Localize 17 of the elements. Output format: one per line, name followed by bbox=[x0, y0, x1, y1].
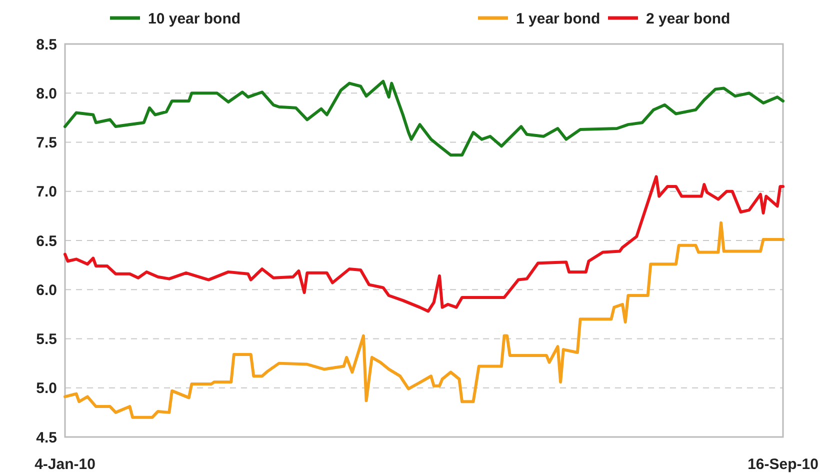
y-tick-label: 6.5 bbox=[36, 232, 57, 250]
x-tick-label: 16-Sep-10 bbox=[748, 456, 818, 473]
line-series bbox=[64, 80, 784, 157]
y-tick-label: 7.0 bbox=[36, 184, 57, 201]
y-tick-label: 4.5 bbox=[36, 429, 57, 446]
legend-label: 10 year bond bbox=[148, 10, 241, 28]
legend-label: 1 year bond bbox=[516, 10, 600, 28]
line-series bbox=[64, 221, 784, 419]
y-tick-label: 8.0 bbox=[36, 85, 57, 102]
legend-label: 2 year bond bbox=[646, 10, 730, 28]
y-tick-label: 6.0 bbox=[36, 282, 57, 299]
x-tick-label: 4-Jan-10 bbox=[34, 456, 96, 473]
y-tick-label: 5.5 bbox=[36, 331, 57, 348]
y-tick-label: 7.5 bbox=[36, 134, 57, 152]
line-series bbox=[64, 175, 784, 313]
y-tick-label: 5.0 bbox=[36, 380, 57, 398]
y-tick-label: 8.5 bbox=[36, 36, 57, 54]
